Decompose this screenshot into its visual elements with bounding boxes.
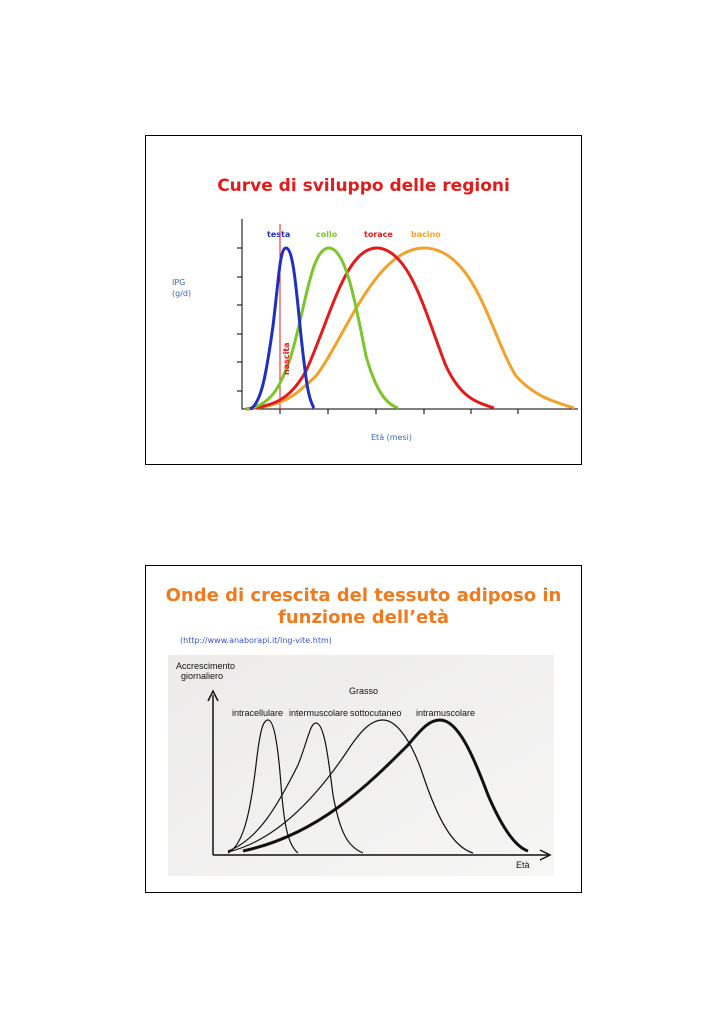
legend-torace: torace	[364, 230, 393, 239]
fig2-y-label: Accrescimento giornaliero	[176, 661, 235, 681]
fig2-label-intramuscolare: intramuscolare	[416, 708, 476, 718]
scan-background	[168, 655, 554, 876]
slide-growth-curves-regions: Curve di sviluppo delle regioni testa co…	[145, 135, 582, 465]
fig2-label-intermuscolare: intermuscolare	[289, 708, 349, 718]
legend-collo: collo	[316, 230, 338, 239]
curve-sottocutaneo	[227, 719, 474, 854]
y-axis-label-line2: (g/d)	[172, 289, 192, 298]
curve-intramuscolare	[242, 718, 529, 853]
fig2-y-label-line1: Accrescimento	[176, 661, 236, 671]
slide-adipose-growth-waves: Onde di crescita del tessuto adiposo in …	[145, 565, 582, 893]
curve-collo	[245, 246, 399, 411]
slide1-title: Curve di sviluppo delle regioni	[217, 176, 510, 196]
curve-torace	[245, 246, 495, 411]
x-ticks	[279, 409, 519, 414]
source-link[interactable]: (http://www.anaborapi.it/Ing-vite.htm)	[180, 636, 332, 645]
curve-intermuscolare	[227, 722, 364, 854]
birth-marker-label: nascita	[282, 342, 291, 375]
y-axis-label: IPG (g/d)	[172, 277, 191, 299]
curve-testa	[249, 246, 316, 411]
fig2-label-intracellulare: intracellulare	[232, 708, 284, 718]
growth-chart-svg	[237, 219, 578, 414]
x-axis-label: Età (mesi)	[371, 433, 412, 442]
fig2-y-label-line2: giornaliero	[181, 671, 224, 681]
fig2-y-arrow	[207, 689, 219, 702]
fig2-x-label: Età	[516, 860, 530, 870]
fig2-group-label: Grasso	[349, 686, 379, 696]
y-ticks	[237, 247, 242, 392]
y-axis-label-line1: IPG	[172, 278, 186, 287]
legend-testa: testa	[267, 230, 291, 239]
fig2-label-sottocutaneo: sottocutaneo	[350, 708, 402, 718]
curve-intracellulare	[227, 719, 299, 854]
legend-bacino: bacino	[411, 230, 441, 239]
scanned-figure-adipose-growth: Accrescimento giornaliero Grasso intrace…	[168, 655, 554, 876]
scanned-figure-svg	[168, 655, 554, 876]
slide2-title: Onde di crescita del tessuto adiposo in …	[165, 585, 562, 628]
fig2-x-arrow	[539, 849, 552, 861]
